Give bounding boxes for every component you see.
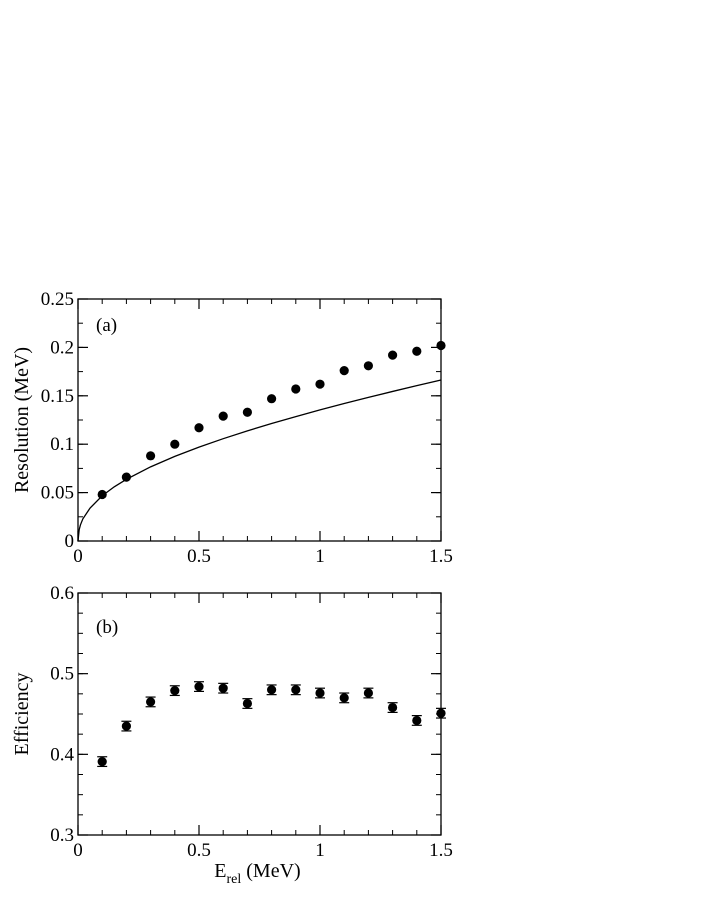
data-point: [363, 361, 373, 371]
data-point: [146, 697, 156, 707]
y-tick-label: 0.2: [50, 337, 74, 358]
x-tick-label: 1: [315, 546, 325, 567]
data-point: [267, 685, 277, 695]
data-point: [242, 698, 252, 709]
data-point: [242, 407, 252, 417]
x-tick-label: 1.5: [429, 840, 453, 861]
panel-b-efficiency: 0 0.5 1 1.5 0.3 0.4 0.5 0.6 (b) Efficiency Erel (M…: [11, 583, 453, 887]
panel-a-resolution: 0 0.5 1 1.5 0 0.05 0.1 0.15 0.2 0.25 (a) Resolution…: [11, 289, 453, 567]
data-point: [170, 439, 180, 449]
data-point: [194, 681, 204, 692]
data-point: [291, 685, 301, 695]
data-point: [412, 715, 422, 726]
panel-label: (b): [96, 617, 118, 638]
data-point: [97, 489, 107, 500]
data-point: [218, 683, 228, 693]
y-axis-title: Efficiency: [11, 673, 33, 756]
data-point: [121, 472, 131, 482]
y-tick-label: 0.5: [50, 664, 74, 685]
y-tick-label: 0.6: [50, 583, 74, 604]
data-point: [315, 688, 325, 698]
y-tick-label: 0.25: [41, 289, 74, 310]
data-point: [97, 756, 107, 767]
y-axis-title: Resolution (MeV): [11, 347, 33, 493]
fit-curve: [77, 379, 442, 542]
data-point: [146, 451, 156, 461]
x-tick-label: 0: [73, 840, 83, 861]
data-point: [339, 693, 349, 703]
x-tick-label: 0.5: [187, 840, 211, 861]
data-point: [267, 394, 277, 404]
data-point: [291, 384, 301, 394]
y-tick-label: 0: [65, 531, 75, 552]
y-tick-label: 0.3: [50, 825, 74, 846]
data-point: [388, 702, 398, 713]
data-point: [170, 686, 180, 696]
data-point: [315, 379, 325, 389]
y-tick-label: 0.15: [41, 386, 74, 407]
panel-label: (a): [96, 315, 117, 336]
data-point: [436, 708, 446, 718]
data-point: [339, 366, 349, 376]
x-tick-label: 0: [73, 546, 83, 567]
plot-frame: [77, 298, 442, 542]
y-tick-label: 0.05: [41, 483, 74, 504]
x-tick-label: 1: [315, 840, 325, 861]
data-point: [363, 688, 373, 698]
data-point: [436, 340, 446, 351]
x-tick-label: 0.5: [187, 546, 211, 567]
plot-frame: [77, 592, 442, 836]
y-tick-label: 0.1: [50, 434, 74, 455]
data-point: [388, 350, 398, 360]
data-point: [218, 411, 228, 421]
data-point: [194, 423, 204, 433]
x-axis-title: Erel (MeV): [214, 860, 300, 887]
x-tick-label: 1.5: [429, 546, 453, 567]
data-point: [412, 346, 422, 356]
y-tick-label: 0.4: [50, 744, 74, 765]
data-point: [121, 721, 131, 731]
